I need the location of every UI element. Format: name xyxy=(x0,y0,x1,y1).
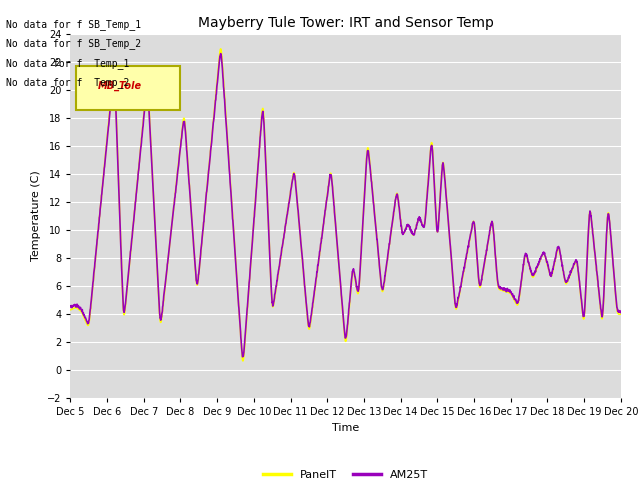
Text: No data for f  Temp_2: No data for f Temp_2 xyxy=(6,77,130,88)
Text: MB_Tole: MB_Tole xyxy=(98,81,142,91)
PanelT xyxy=(602,258,609,264)
AM25T xyxy=(239,354,246,360)
Legend: PanelT, AM25T: PanelT, AM25T xyxy=(259,465,433,480)
AM25T xyxy=(67,303,74,309)
PanelT xyxy=(335,259,342,265)
AM25T xyxy=(95,225,102,231)
PanelT xyxy=(500,288,508,294)
PanelT xyxy=(601,264,609,270)
X-axis label: Time: Time xyxy=(332,423,359,433)
Text: No data for f SB_Temp_1: No data for f SB_Temp_1 xyxy=(6,19,141,30)
Y-axis label: Temperature (C): Temperature (C) xyxy=(31,170,42,262)
Line: AM25T: AM25T xyxy=(70,54,621,357)
AM25T xyxy=(602,258,609,264)
PanelT xyxy=(95,224,102,230)
AM25T xyxy=(335,257,342,263)
PanelT xyxy=(239,358,247,364)
AM25T xyxy=(320,216,328,222)
FancyBboxPatch shape xyxy=(76,66,180,110)
Title: Mayberry Tule Tower: IRT and Sensor Temp: Mayberry Tule Tower: IRT and Sensor Temp xyxy=(198,16,493,30)
Text: No data for f SB_Temp_2: No data for f SB_Temp_2 xyxy=(6,38,141,49)
PanelT xyxy=(320,217,328,223)
AM25T xyxy=(500,287,508,292)
PanelT xyxy=(617,312,625,317)
Text: No data for f  Temp_1: No data for f Temp_1 xyxy=(6,58,130,69)
AM25T xyxy=(217,51,225,57)
AM25T xyxy=(617,310,625,315)
AM25T xyxy=(601,263,609,269)
Line: PanelT: PanelT xyxy=(70,49,621,361)
PanelT xyxy=(217,46,225,52)
PanelT xyxy=(67,307,74,312)
